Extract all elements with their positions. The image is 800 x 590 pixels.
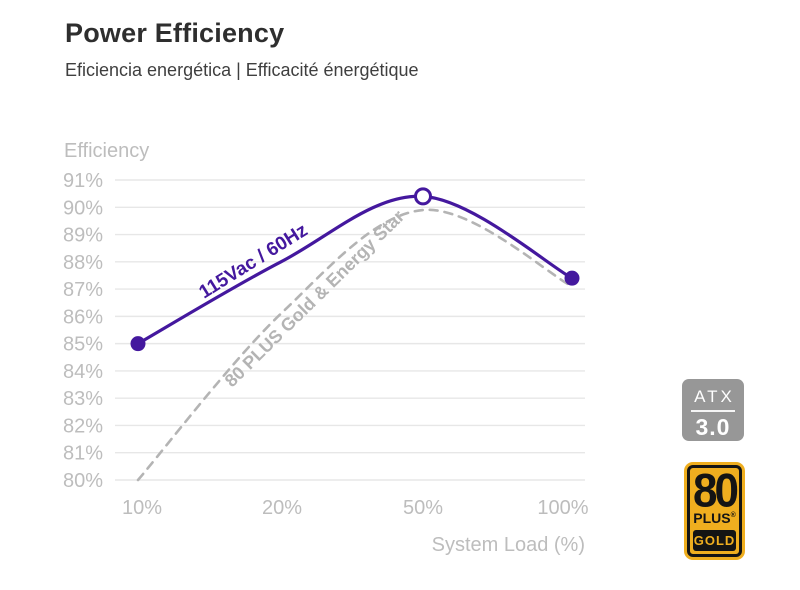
- y-tick-label: 81%: [63, 443, 103, 465]
- y-tick-label: 84%: [63, 361, 103, 383]
- page-subtitle: Eficiencia energética | Efficacité énerg…: [65, 60, 419, 80]
- 80plus-plus-label: PLUS®: [690, 511, 739, 525]
- data-point-open: [414, 187, 432, 206]
- atx-badge-version: 3.0: [695, 414, 731, 440]
- 80plus-plus-text: PLUS: [693, 510, 731, 527]
- page-title: Power Efficiency: [65, 18, 285, 48]
- y-tick-label: 85%: [63, 334, 103, 356]
- 80plus-tier-bar: GOLD: [693, 530, 736, 551]
- data-point-filled: [564, 270, 580, 286]
- series-line-0: [136, 208, 574, 482]
- 80plus-gold-badge: 80 PLUS® GOLD: [684, 462, 745, 560]
- atx-3-badge: ATX 3.0: [682, 379, 744, 441]
- y-tick-label: 82%: [63, 415, 103, 437]
- atx-badge-name: ATX: [694, 387, 735, 406]
- y-tick-label: 91%: [63, 170, 103, 192]
- 80plus-badge-frame: 80 PLUS® GOLD: [687, 465, 742, 557]
- x-tick-label: 50%: [403, 497, 443, 519]
- y-tick-label: 83%: [63, 388, 103, 410]
- x-tick-label: 10%: [122, 497, 162, 519]
- 80plus-tier-label: GOLD: [693, 533, 736, 548]
- y-tick-label: 89%: [63, 225, 103, 247]
- data-point-filled: [130, 336, 146, 352]
- x-axis-title: System Load (%): [432, 534, 585, 556]
- y-tick-label: 87%: [63, 279, 103, 301]
- 80plus-registered-mark: ®: [730, 512, 736, 520]
- atx-badge-divider: [691, 410, 735, 412]
- y-axis-title: Efficiency: [64, 140, 149, 162]
- 80plus-number: 80: [693, 464, 739, 518]
- y-tick-label: 80%: [63, 470, 103, 492]
- y-tick-label: 86%: [63, 306, 103, 328]
- x-tick-label: 100%: [537, 497, 588, 519]
- y-tick-label: 90%: [63, 197, 103, 219]
- x-tick-label: 20%: [262, 497, 302, 519]
- y-tick-label: 88%: [63, 252, 103, 274]
- series-line-1: [136, 194, 574, 346]
